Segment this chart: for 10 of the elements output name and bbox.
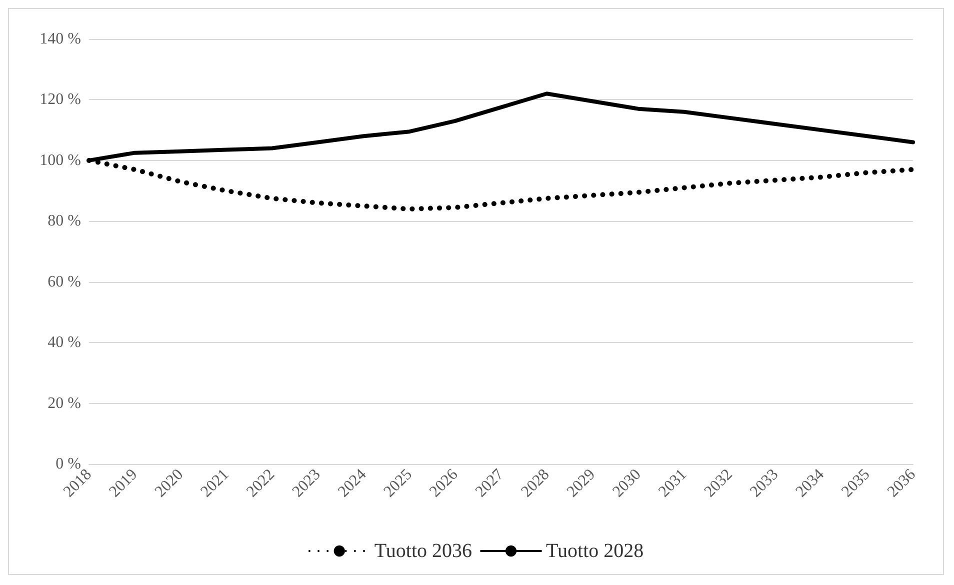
y-tick-label: 20 % bbox=[48, 394, 81, 412]
y-tick-label: 80 % bbox=[48, 212, 81, 230]
y-tick-label: 40 % bbox=[48, 334, 81, 352]
legend-label: Tuotto 2036 bbox=[374, 540, 472, 562]
y-tick-label: 60 % bbox=[48, 273, 81, 290]
y-tick-label: 100 % bbox=[40, 152, 81, 169]
y-tick-label: 0 % bbox=[56, 456, 81, 472]
y-tick-label: 140 % bbox=[40, 30, 81, 48]
y-tick-label: 120 % bbox=[40, 91, 81, 108]
legend-label: Tuotto 2028 bbox=[546, 540, 644, 562]
